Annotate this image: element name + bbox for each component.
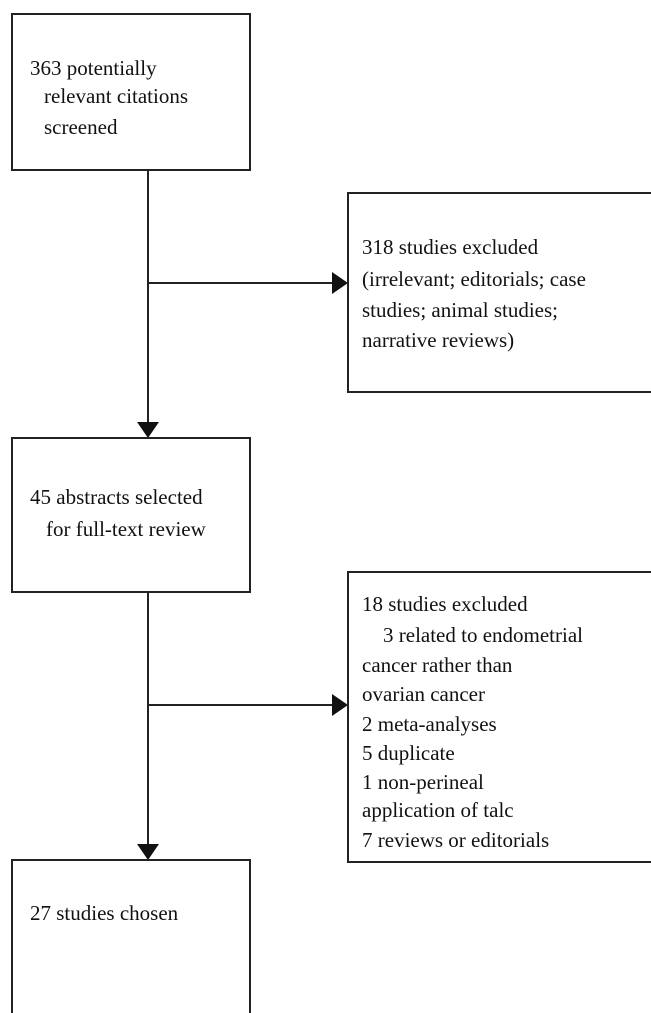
box [11,437,251,593]
arrowhead [137,422,159,438]
box [347,192,651,393]
node-text: application of talc [362,798,514,822]
node-text: 45 abstracts selected [30,485,203,509]
arrowhead [332,272,348,294]
node-text: 27 studies chosen [30,901,179,925]
node-text: relevant citations [44,84,188,108]
node-text: studies; animal studies; [362,298,558,322]
box [11,13,251,171]
box [11,859,251,1013]
node-text: 5 duplicate [362,741,455,765]
node-text: narrative reviews) [362,328,514,352]
node-text: 318 studies excluded [362,235,539,259]
arrowhead [332,694,348,716]
node-text: 18 studies excluded [362,592,528,616]
node-text: 3 related to endometrial [383,623,583,647]
node-text: cancer rather than [362,653,513,677]
node-text: (irrelevant; editorials; case [362,267,586,291]
node-text: 363 potentially [30,56,157,80]
node-text: screened [44,115,118,139]
node-text: 7 reviews or editorials [362,828,549,852]
node-text: 1 non-perineal [362,770,484,794]
box [347,571,651,863]
node-text: for full-text review [46,517,207,541]
node-text: 2 meta-analyses [362,712,497,736]
node-text: ovarian cancer [362,682,485,706]
arrowhead [137,844,159,860]
